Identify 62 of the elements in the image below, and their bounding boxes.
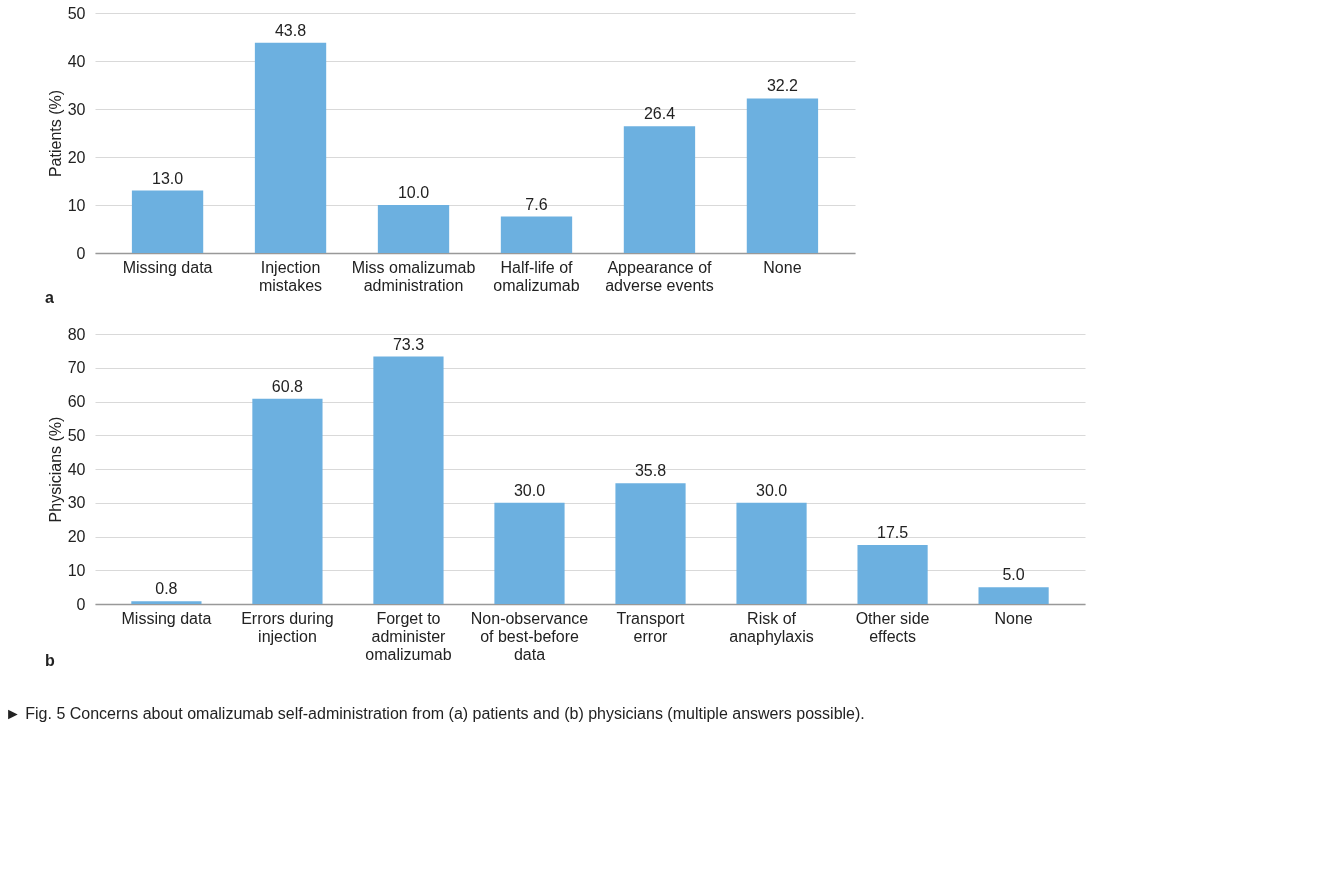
data-label: 13.0 (151, 169, 184, 187)
y-axis-title: Patients (%) (46, 89, 64, 178)
bar (131, 190, 204, 253)
y-tick-label: 70 (67, 359, 86, 377)
x-tick-label: Appearance of adverse events (605, 258, 714, 294)
y-tick-label: 0 (76, 244, 86, 262)
data-label: 7.6 (525, 195, 548, 213)
data-label: 32.2 (766, 77, 799, 95)
x-tick-label: Forget to administer omalizumab (365, 609, 452, 663)
bar (746, 98, 819, 253)
data-label: 35.8 (634, 462, 667, 480)
text: a (45, 289, 54, 306)
y-tick-label: 30 (67, 100, 86, 118)
data-label: 0.8 (155, 580, 178, 598)
y-axis-title: Physicians (%) (46, 416, 64, 523)
text: ► Fig. 5 Concerns about omalizumab self-administration from (a) patients and (b) physicians (multiple answers possible). (5, 705, 865, 722)
data-label: 26.4 (643, 105, 676, 123)
y-tick-label: 20 (67, 528, 86, 545)
bar (254, 42, 327, 253)
x-tick-label: Injection mistakes (258, 258, 323, 294)
bar (978, 587, 1049, 604)
x-tick-label: None (763, 258, 802, 276)
data-label: 43.8 (274, 21, 307, 39)
data-label: 73.3 (392, 335, 425, 353)
data-label: 5.0 (1002, 566, 1025, 584)
x-tick-label: Transport error (616, 609, 686, 645)
y-tick-label: 50 (67, 4, 86, 22)
y-tick-label: 50 (67, 426, 86, 444)
x-tick-label: Half-life of omalizumab (493, 258, 580, 294)
y-tick-label: 80 (67, 325, 86, 343)
y-tick-label: 0 (76, 595, 86, 613)
x-tick-label: Risk of anaphylaxis (729, 609, 814, 645)
x-tick-label: Non-observance of best-before data (470, 609, 589, 663)
x-tick-label: Other side effects (855, 609, 930, 645)
x-tick-label: Missing data (122, 258, 213, 276)
y-tick-label: 30 (67, 494, 86, 512)
bar (623, 126, 696, 253)
data-label: 17.5 (877, 523, 909, 541)
data-label: 30.0 (513, 481, 546, 499)
y-tick-label: 10 (67, 196, 86, 214)
y-tick-label: 20 (67, 148, 86, 166)
text: b (45, 652, 55, 669)
x-tick-label: Miss omalizumab administration (351, 258, 476, 294)
y-tick-label: 40 (67, 460, 86, 478)
x-tick-label: None (994, 609, 1033, 627)
data-label: 30.0 (755, 481, 788, 499)
data-label: 60.8 (271, 377, 304, 395)
bar (377, 205, 450, 253)
x-tick-label: Errors during injection (241, 609, 334, 645)
bar (857, 544, 928, 604)
bar (615, 483, 686, 604)
bar (736, 502, 807, 604)
data-label: 10.0 (397, 184, 430, 201)
x-tick-label: Missing data (121, 609, 212, 627)
bar (252, 398, 323, 604)
y-tick-label: 10 (67, 561, 86, 579)
bar (131, 601, 202, 604)
bar (500, 216, 573, 253)
bar (494, 502, 565, 604)
bar (373, 356, 444, 604)
y-tick-label: 40 (67, 52, 86, 70)
y-tick-label: 60 (67, 393, 86, 410)
